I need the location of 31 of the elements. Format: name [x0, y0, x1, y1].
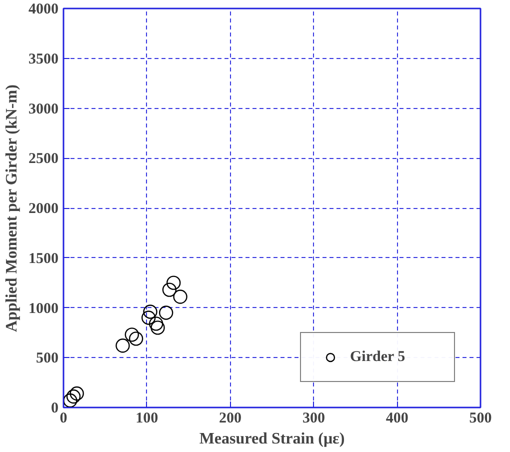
point: [143, 304, 158, 319]
legend-label: Girder 5: [350, 348, 406, 366]
y-tick-label: 500: [36, 350, 58, 367]
point: [66, 389, 81, 404]
point: [116, 338, 130, 353]
point: [158, 306, 174, 320]
x-tick-label: 200: [219, 410, 242, 426]
y-tick-label: 2000: [28, 201, 58, 217]
point: [70, 386, 84, 401]
y-tick-label: 4000: [28, 2, 58, 18]
point: [64, 393, 78, 408]
point: [124, 328, 139, 342]
point: [173, 290, 188, 304]
x-axis-title: Measured Strain (με): [199, 430, 345, 448]
x-tick-label: 400: [386, 410, 408, 426]
y-tick-label: 3500: [28, 51, 58, 68]
y-tick-label: 1000: [28, 300, 58, 317]
point: [166, 276, 181, 290]
x-tick-label: 100: [136, 410, 158, 426]
y-tick-label: 0: [51, 400, 58, 416]
point: [162, 282, 177, 297]
point: [128, 332, 144, 346]
y-tick-label: 2500: [28, 151, 58, 168]
point: [141, 310, 156, 325]
x-tick-label: 500: [469, 410, 492, 426]
y-tick-label: 1500: [28, 250, 58, 267]
point: [150, 320, 165, 335]
point: [148, 316, 164, 331]
y-axis-title: Applied Moment per Girder (kN-m): [4, 84, 20, 332]
x-tick-label: 300: [302, 410, 325, 426]
y-tick-label: 3000: [28, 101, 58, 118]
